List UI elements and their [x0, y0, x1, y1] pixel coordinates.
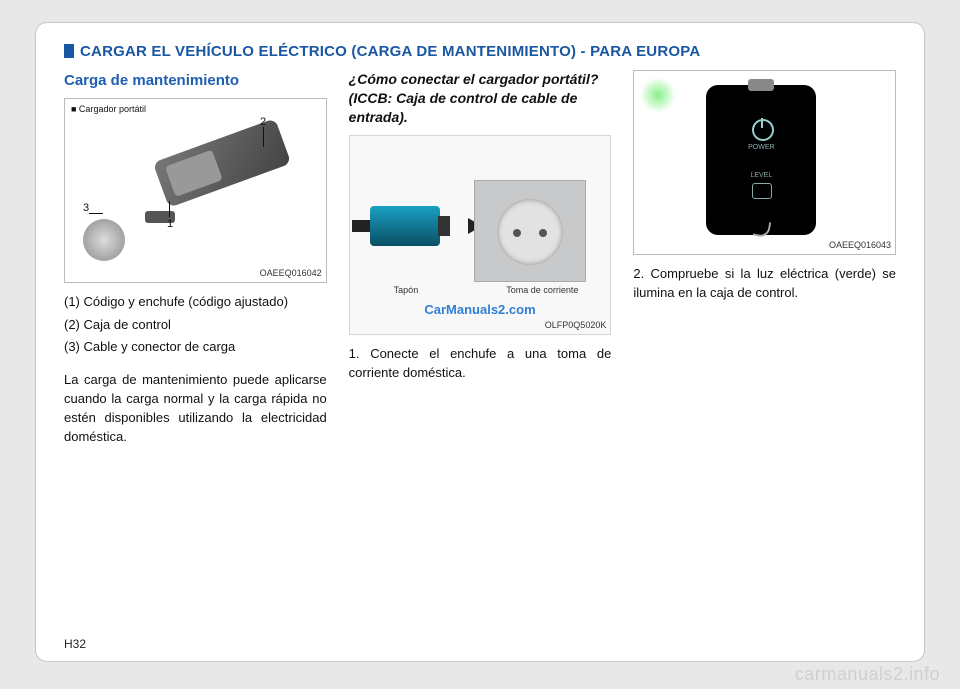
watermark-text: CarManuals2.com [424, 301, 535, 320]
socket-label: Toma de corriente [506, 284, 578, 297]
connector-graphic [83, 219, 125, 261]
level-label: LEVEL [706, 171, 816, 181]
legend-item-1: (1) Código y enchufe (código ajustado) [64, 293, 327, 312]
socket-face [497, 199, 563, 265]
plug-cap-graphic [370, 206, 440, 246]
control-box-graphic: POWER LEVEL [706, 85, 816, 235]
section-header: CARGAR EL VEHÍCULO ELÉCTRICO (CARGA DE M… [64, 43, 896, 60]
figure-code: OLFP0Q5020K [545, 319, 607, 332]
callout-1: 1 [167, 217, 173, 233]
section-title: CARGAR EL VEHÍCULO ELÉCTRICO (CARGA DE M… [80, 43, 700, 60]
callout-line [169, 201, 170, 217]
socket-graphic [474, 180, 586, 282]
level-icon [752, 183, 772, 199]
bottom-watermark: carmanuals2.info [795, 664, 940, 685]
figure-code: OAEEQ016043 [829, 239, 891, 252]
callout-line [89, 213, 103, 214]
col1-heading: Carga de mantenimiento [64, 70, 327, 92]
control-box-graphic [153, 118, 292, 208]
cord-graphic [753, 220, 772, 239]
page-number: H32 [64, 637, 86, 651]
col2-step: 1. Conecte el enchufe a una toma de corr… [349, 345, 612, 383]
columns: Carga de mantenimiento ■ Cargador portát… [64, 70, 896, 447]
green-light-icon [640, 77, 676, 113]
figure-code: OAEEQ016042 [260, 267, 322, 280]
col2-heading: ¿Cómo conectar el cargador portátil? (IC… [349, 70, 612, 127]
col3-step: 2. Compruebe si la luz eléctrica (verde)… [633, 265, 896, 303]
column-1: Carga de mantenimiento ■ Cargador portát… [64, 70, 327, 447]
manual-page: CARGAR EL VEHÍCULO ELÉCTRICO (CARGA DE M… [35, 22, 925, 662]
control-box-top [748, 79, 774, 91]
legend-item-2: (2) Caja de control [64, 316, 327, 335]
power-label: POWER [706, 143, 816, 153]
figure-charger: ■ Cargador portátil 2 1 3 OAEEQ016042 [64, 98, 327, 283]
header-bar [64, 44, 74, 58]
col1-paragraph: La carga de mantenimiento puede aplicars… [64, 371, 327, 446]
figure-control-box: POWER LEVEL OAEEQ016043 [633, 70, 896, 255]
cap-label: Tapón [394, 284, 419, 297]
socket-hole [513, 229, 521, 237]
power-icon [752, 119, 774, 141]
socket-hole [539, 229, 547, 237]
callout-3: 3 [83, 201, 89, 217]
callout-line [263, 127, 264, 147]
legend-item-3: (3) Cable y conector de carga [64, 338, 327, 357]
column-2: ¿Cómo conectar el cargador portátil? (IC… [349, 70, 612, 447]
figure-plug-socket: Tapón Toma de corriente CarManuals2.com … [349, 135, 612, 335]
column-3: POWER LEVEL OAEEQ016043 2. Compruebe si … [633, 70, 896, 447]
figure-inner-label: ■ Cargador portátil [71, 103, 146, 116]
